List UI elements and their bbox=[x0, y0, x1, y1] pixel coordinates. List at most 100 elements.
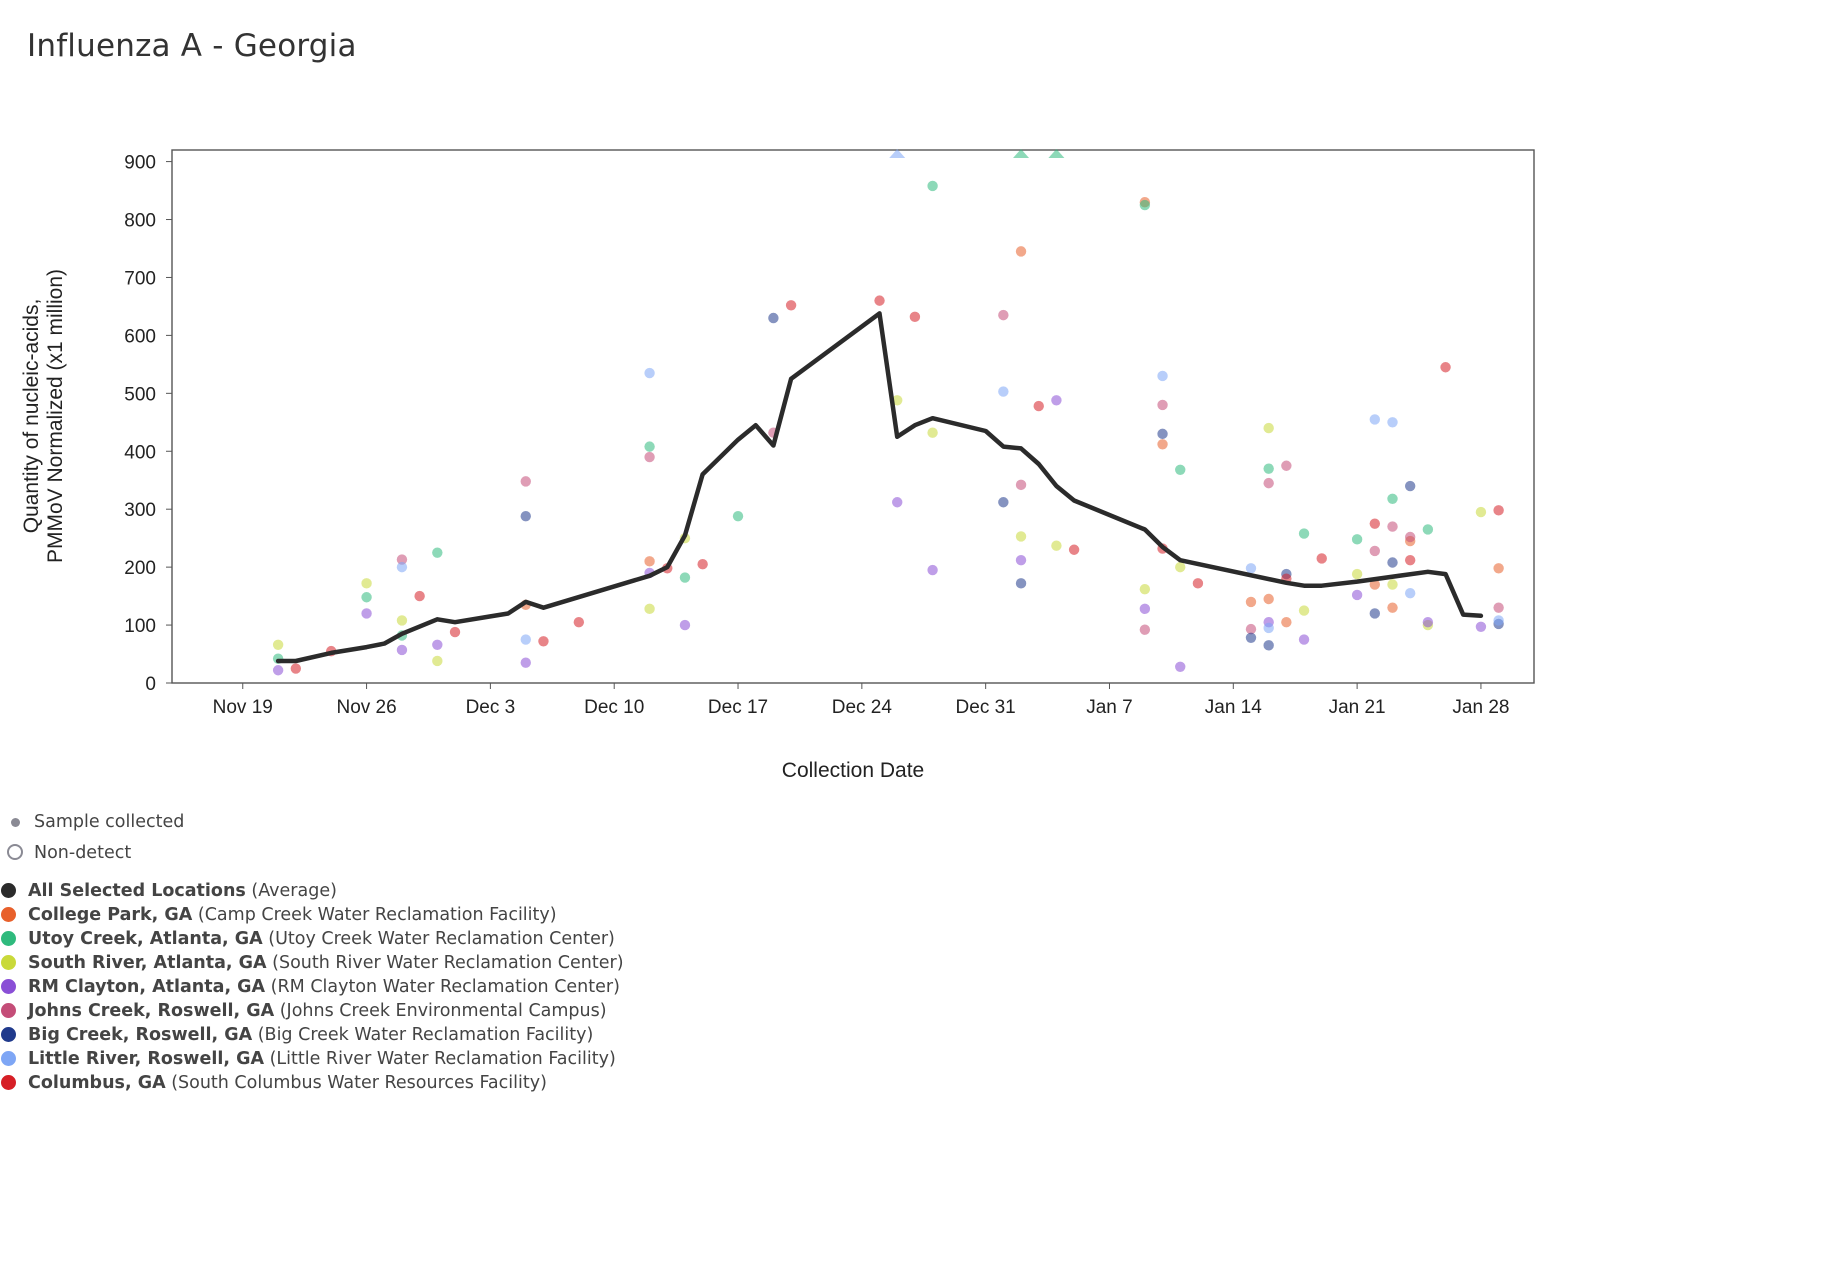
data-point-johns-creek-roswell-ga[interactable] bbox=[520, 476, 531, 487]
data-point-south-river-atlanta-ga[interactable] bbox=[432, 655, 443, 667]
data-point-utoy-creek-atlanta-ga[interactable] bbox=[679, 572, 691, 583]
data-point-johns-creek-roswell-ga[interactable] bbox=[1245, 623, 1257, 635]
average-line[interactable] bbox=[275, 311, 1484, 664]
data-point-little-river-roswell-ga[interactable] bbox=[1493, 615, 1504, 626]
data-point-south-river-atlanta-ga[interactable] bbox=[1051, 540, 1062, 551]
data-point-columbus-ga[interactable] bbox=[1404, 554, 1416, 566]
data-point-rm-clayton-atlanta-ga[interactable] bbox=[1298, 634, 1310, 645]
data-point-rm-clayton-atlanta-ga[interactable] bbox=[927, 564, 938, 576]
data-point-columbus-ga[interactable] bbox=[1192, 578, 1204, 589]
data-point-south-river-atlanta-ga[interactable] bbox=[1139, 583, 1151, 595]
data-point-college-park-ga[interactable] bbox=[1015, 246, 1027, 257]
data-point-utoy-creek-atlanta-ga[interactable] bbox=[432, 547, 443, 558]
data-point-utoy-creek-atlanta-ga[interactable] bbox=[1422, 524, 1434, 535]
data-point-rm-clayton-atlanta-ga[interactable] bbox=[679, 619, 691, 631]
data-point-utoy-creek-atlanta-ga[interactable] bbox=[1298, 528, 1310, 539]
data-point-big-creek-roswell-ga[interactable] bbox=[1015, 578, 1027, 589]
data-point-rm-clayton-atlanta-ga[interactable] bbox=[892, 497, 903, 508]
data-point-johns-creek-roswell-ga[interactable] bbox=[1493, 602, 1504, 613]
data-point-columbus-ga[interactable] bbox=[874, 295, 885, 306]
data-point-columbus-ga[interactable] bbox=[1068, 544, 1080, 555]
data-point-big-creek-roswell-ga[interactable] bbox=[520, 510, 531, 522]
data-point-utoy-creek-atlanta-ga[interactable] bbox=[1263, 463, 1274, 474]
data-point-columbus-ga[interactable] bbox=[414, 590, 425, 602]
data-point-little-river-roswell-ga[interactable] bbox=[396, 561, 408, 573]
data-point-columbus-ga[interactable] bbox=[785, 300, 797, 311]
data-point-south-river-atlanta-ga[interactable] bbox=[644, 603, 655, 615]
data-point-little-river-roswell-ga[interactable] bbox=[1404, 588, 1416, 599]
data-point-rm-clayton-atlanta-ga[interactable] bbox=[432, 639, 443, 650]
data-point-college-park-ga[interactable] bbox=[1281, 616, 1292, 628]
data-point-columbus-ga[interactable] bbox=[1033, 400, 1044, 412]
data-point-columbus-ga[interactable] bbox=[449, 626, 461, 638]
data-point-south-river-atlanta-ga[interactable] bbox=[1351, 568, 1363, 580]
data-point-south-river-atlanta-ga[interactable] bbox=[927, 427, 938, 438]
data-point-south-river-atlanta-ga[interactable] bbox=[1175, 561, 1186, 573]
data-point-south-river-atlanta-ga[interactable] bbox=[1015, 531, 1027, 542]
data-point-little-river-roswell-ga[interactable] bbox=[1369, 414, 1381, 425]
data-point-johns-creek-roswell-ga[interactable] bbox=[1263, 477, 1274, 489]
data-point-columbus-ga[interactable] bbox=[1493, 505, 1504, 516]
data-point-little-river-roswell-ga[interactable] bbox=[1245, 563, 1257, 574]
data-point-rm-clayton-atlanta-ga[interactable] bbox=[1422, 616, 1434, 628]
data-point-south-river-atlanta-ga[interactable] bbox=[1263, 422, 1274, 434]
data-point-rm-clayton-atlanta-ga[interactable] bbox=[1475, 621, 1487, 633]
data-point-little-river-roswell-ga[interactable] bbox=[644, 367, 655, 379]
data-point-little-river-roswell-ga[interactable] bbox=[520, 634, 531, 645]
data-point-college-park-ga[interactable] bbox=[1493, 563, 1504, 574]
data-point-rm-clayton-atlanta-ga[interactable] bbox=[520, 657, 531, 668]
data-point-columbus-ga[interactable] bbox=[697, 559, 708, 570]
data-point-college-park-ga[interactable] bbox=[1157, 439, 1168, 450]
data-point-johns-creek-roswell-ga[interactable] bbox=[1281, 460, 1292, 471]
data-point-columbus-ga[interactable] bbox=[1440, 362, 1451, 373]
data-point-rm-clayton-atlanta-ga[interactable] bbox=[1015, 554, 1027, 566]
data-point-columbus-ga[interactable] bbox=[1369, 518, 1381, 529]
data-point-little-river-roswell-ga[interactable] bbox=[1387, 417, 1398, 428]
offscale-marker-utoy-creek-atlanta-ga[interactable] bbox=[1013, 149, 1030, 158]
data-point-johns-creek-roswell-ga[interactable] bbox=[644, 451, 655, 463]
data-point-big-creek-roswell-ga[interactable] bbox=[1263, 640, 1274, 651]
data-point-columbus-ga[interactable] bbox=[1316, 553, 1327, 564]
data-point-big-creek-roswell-ga[interactable] bbox=[1404, 480, 1416, 492]
data-point-college-park-ga[interactable] bbox=[1263, 593, 1274, 605]
data-point-little-river-roswell-ga[interactable] bbox=[1263, 622, 1274, 634]
data-point-big-creek-roswell-ga[interactable] bbox=[1157, 428, 1168, 440]
data-point-south-river-atlanta-ga[interactable] bbox=[892, 395, 903, 406]
data-point-utoy-creek-atlanta-ga[interactable] bbox=[927, 180, 938, 192]
data-point-rm-clayton-atlanta-ga[interactable] bbox=[1175, 661, 1186, 672]
data-point-rm-clayton-atlanta-ga[interactable] bbox=[361, 608, 372, 619]
data-point-south-river-atlanta-ga[interactable] bbox=[361, 578, 372, 589]
data-point-johns-creek-roswell-ga[interactable] bbox=[1387, 521, 1398, 532]
data-point-utoy-creek-atlanta-ga[interactable] bbox=[644, 441, 655, 452]
data-point-college-park-ga[interactable] bbox=[1245, 596, 1257, 608]
data-point-johns-creek-roswell-ga[interactable] bbox=[1404, 531, 1416, 543]
data-point-college-park-ga[interactable] bbox=[1387, 602, 1398, 613]
data-point-big-creek-roswell-ga[interactable] bbox=[768, 312, 779, 324]
data-point-little-river-roswell-ga[interactable] bbox=[1157, 370, 1168, 382]
data-point-rm-clayton-atlanta-ga[interactable] bbox=[272, 665, 284, 676]
data-point-utoy-creek-atlanta-ga[interactable] bbox=[1351, 534, 1363, 545]
data-point-johns-creek-roswell-ga[interactable] bbox=[1157, 399, 1168, 411]
offscale-marker-little-river-roswell-ga[interactable] bbox=[889, 149, 906, 158]
data-point-big-creek-roswell-ga[interactable] bbox=[1369, 608, 1381, 619]
data-point-rm-clayton-atlanta-ga[interactable] bbox=[1139, 603, 1151, 615]
data-point-johns-creek-roswell-ga[interactable] bbox=[1139, 624, 1151, 635]
data-point-utoy-creek-atlanta-ga[interactable] bbox=[732, 510, 744, 522]
data-point-johns-creek-roswell-ga[interactable] bbox=[1369, 545, 1381, 557]
data-point-columbus-ga[interactable] bbox=[909, 311, 921, 323]
data-point-south-river-atlanta-ga[interactable] bbox=[396, 615, 408, 626]
data-point-utoy-creek-atlanta-ga[interactable] bbox=[1387, 493, 1398, 504]
data-point-south-river-atlanta-ga[interactable] bbox=[1387, 579, 1398, 590]
data-point-college-park-ga[interactable] bbox=[1369, 579, 1381, 590]
data-point-big-creek-roswell-ga[interactable] bbox=[1245, 632, 1257, 644]
data-point-rm-clayton-atlanta-ga[interactable] bbox=[1351, 589, 1363, 601]
data-point-south-river-atlanta-ga[interactable] bbox=[272, 639, 284, 650]
data-point-johns-creek-roswell-ga[interactable] bbox=[396, 554, 408, 565]
data-point-rm-clayton-atlanta-ga[interactable] bbox=[1051, 395, 1062, 406]
data-point-johns-creek-roswell-ga[interactable] bbox=[998, 309, 1009, 321]
data-point-utoy-creek-atlanta-ga[interactable] bbox=[361, 592, 372, 603]
data-point-johns-creek-roswell-ga[interactable] bbox=[1015, 479, 1027, 491]
data-point-big-creek-roswell-ga[interactable] bbox=[998, 497, 1009, 508]
data-point-south-river-atlanta-ga[interactable] bbox=[1475, 506, 1487, 518]
data-point-columbus-ga[interactable] bbox=[573, 616, 585, 628]
